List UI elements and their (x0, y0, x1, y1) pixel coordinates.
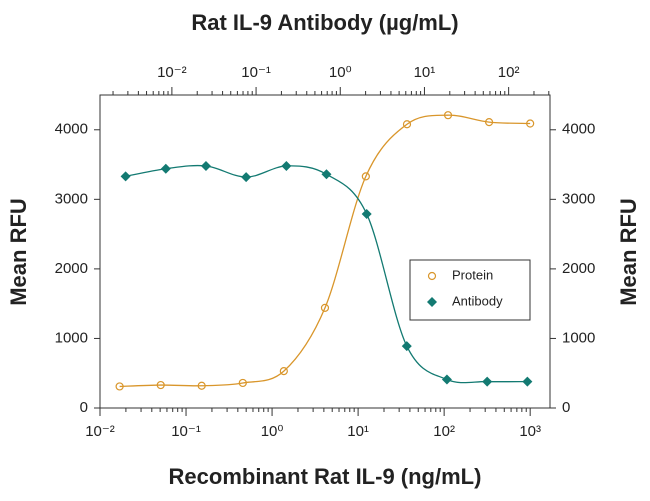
point (120, 171, 131, 182)
point (361, 208, 372, 219)
point (238, 378, 247, 388)
plot-frame (99, 94, 551, 409)
curve (119, 114, 531, 388)
point (321, 169, 332, 180)
x2-tick-label: 10⁻² (157, 64, 187, 81)
point (361, 172, 370, 181)
point (522, 376, 533, 387)
legend-marker (427, 271, 437, 281)
point (279, 367, 288, 376)
y-tick-label: 4000 (55, 121, 88, 138)
point (156, 380, 165, 390)
y-tick-label: 1000 (55, 329, 88, 346)
x-tick-label: 10⁻¹ (171, 423, 201, 440)
y2-tick-label: 1000 (562, 329, 595, 346)
x-tick-label: 10³ (519, 423, 541, 440)
legend-label: Protein (452, 267, 493, 282)
y-tick-label: 2000 (55, 260, 88, 277)
y2-axis-label: Mean RFU (616, 198, 641, 306)
point (484, 118, 494, 127)
legend-label: Antibody (452, 293, 503, 308)
legend-marker (427, 297, 437, 307)
point (401, 341, 412, 352)
y2-tick-label: 2000 (562, 260, 595, 277)
y2-tick-label: 4000 (562, 121, 595, 138)
point (441, 374, 452, 385)
point (526, 119, 535, 128)
point (320, 303, 330, 312)
point (482, 376, 493, 387)
x2-tick-label: 10¹ (414, 64, 436, 81)
y2-tick-label: 3000 (562, 190, 595, 207)
point (115, 382, 124, 391)
x2-tick-label: 10² (498, 64, 520, 81)
point (402, 120, 412, 129)
y2-tick-label: 0 (562, 399, 570, 416)
point (241, 172, 252, 183)
point (281, 160, 292, 171)
y-tick-label: 0 (80, 399, 88, 416)
point (160, 163, 171, 174)
point (197, 381, 206, 390)
point (443, 111, 453, 120)
x-axis-label: Recombinant Rat IL-9 (ng/mL) (169, 464, 482, 489)
x-tick-label: 10¹ (347, 423, 369, 440)
y-tick-label: 3000 (55, 190, 88, 207)
chart-title: Rat IL-9 Antibody (µg/mL) (191, 10, 458, 35)
y-axis-label: Mean RFU (6, 198, 31, 306)
curve (125, 164, 528, 384)
legend-box (409, 259, 531, 321)
x2-tick-label: 10⁻¹ (241, 64, 271, 81)
x-tick-label: 10⁰ (261, 423, 284, 440)
x-tick-label: 10⁻² (85, 423, 115, 440)
x-tick-label: 10² (433, 423, 455, 440)
point (200, 160, 211, 171)
x2-tick-label: 10⁰ (329, 64, 352, 81)
